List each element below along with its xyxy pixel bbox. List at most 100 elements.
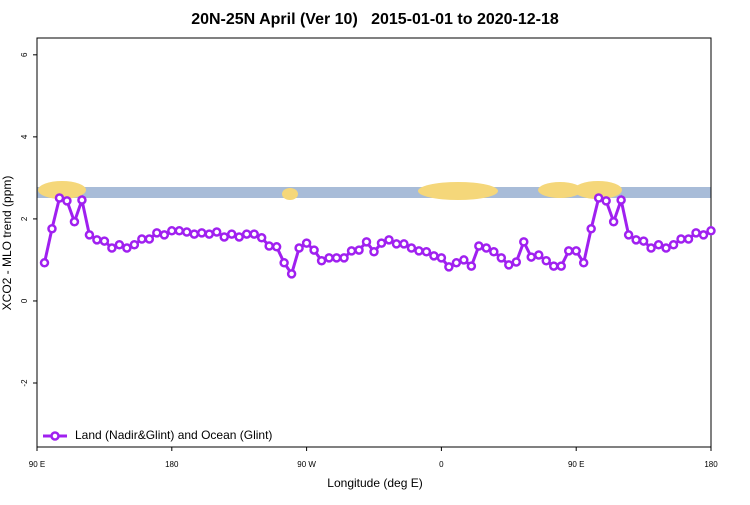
map-strip <box>37 181 711 200</box>
point <box>391 239 402 249</box>
point <box>646 243 656 253</box>
point <box>489 246 499 257</box>
x-tick-label: 180 <box>704 460 718 469</box>
point <box>683 234 694 244</box>
x-tick-label: 90 E <box>29 460 45 469</box>
point <box>623 230 634 240</box>
point <box>376 238 387 248</box>
point <box>354 245 364 255</box>
x-tick-label: 180 <box>165 460 179 469</box>
point <box>129 240 140 250</box>
point <box>436 253 447 263</box>
y-tick-label: 2 <box>20 216 29 221</box>
y-axis-label: XCO2 - MLO trend (ppm) <box>0 176 14 311</box>
x-axis-label: Longitude (deg E) <box>327 476 422 490</box>
x-tick-label: 90 E <box>568 460 584 469</box>
point <box>361 237 372 247</box>
point <box>586 224 596 234</box>
point <box>167 226 177 236</box>
legend-marker <box>50 431 60 441</box>
y-tick-label: 4 <box>20 134 29 139</box>
point <box>92 235 102 245</box>
point <box>69 217 80 227</box>
point <box>159 230 170 240</box>
point <box>653 240 664 250</box>
point <box>406 243 417 253</box>
point <box>324 253 334 263</box>
point <box>474 241 484 251</box>
x-tick-label: 0 <box>439 460 444 469</box>
point <box>466 261 477 271</box>
point <box>571 246 581 256</box>
point <box>444 262 454 272</box>
point <box>331 253 342 263</box>
point <box>534 250 544 260</box>
point <box>54 193 65 203</box>
point <box>226 229 237 239</box>
point <box>504 260 514 270</box>
point <box>616 195 626 205</box>
point <box>197 228 207 238</box>
x-tick-label: 90 W <box>297 460 316 469</box>
point <box>459 255 469 265</box>
point <box>346 246 357 256</box>
point <box>481 243 492 253</box>
point <box>519 237 529 247</box>
point <box>698 230 709 240</box>
point <box>152 228 162 238</box>
point <box>631 235 641 245</box>
point <box>691 228 701 238</box>
point <box>451 258 462 268</box>
point <box>39 258 50 268</box>
plot-frame <box>36 37 712 448</box>
point <box>668 240 679 250</box>
point <box>122 243 132 253</box>
point <box>309 245 319 255</box>
point <box>286 269 297 279</box>
point <box>369 246 379 257</box>
point <box>271 242 282 252</box>
point <box>144 234 155 244</box>
point <box>339 253 349 263</box>
point <box>107 243 117 253</box>
point <box>384 235 394 245</box>
point <box>578 258 589 268</box>
point <box>264 241 274 251</box>
point <box>77 195 87 205</box>
point <box>99 236 110 246</box>
point <box>301 238 312 248</box>
point <box>279 258 289 268</box>
point <box>114 240 125 250</box>
point <box>526 252 537 262</box>
point <box>182 227 192 237</box>
point <box>219 232 229 242</box>
point <box>84 230 95 240</box>
point <box>316 256 327 266</box>
point <box>556 261 566 271</box>
point <box>511 257 522 267</box>
point <box>676 234 686 244</box>
point <box>47 224 57 234</box>
point <box>137 234 147 244</box>
point <box>294 243 304 253</box>
point <box>234 232 244 242</box>
y-tick-label: 6 <box>20 52 29 57</box>
point <box>706 226 716 236</box>
point <box>174 226 185 236</box>
point <box>429 251 439 261</box>
point <box>421 246 432 257</box>
point <box>541 256 551 266</box>
point <box>496 253 507 263</box>
legend-label: Land (Nadir&Glint) and Ocean (Glint) <box>75 428 272 442</box>
point <box>249 229 259 239</box>
point <box>601 196 611 206</box>
point <box>211 227 222 237</box>
y-tick-label: 0 <box>20 298 29 303</box>
point <box>548 261 559 271</box>
point <box>189 229 200 239</box>
y-tick-label: -2 <box>20 379 29 387</box>
point <box>256 233 267 243</box>
point <box>563 246 574 256</box>
point <box>204 229 214 239</box>
